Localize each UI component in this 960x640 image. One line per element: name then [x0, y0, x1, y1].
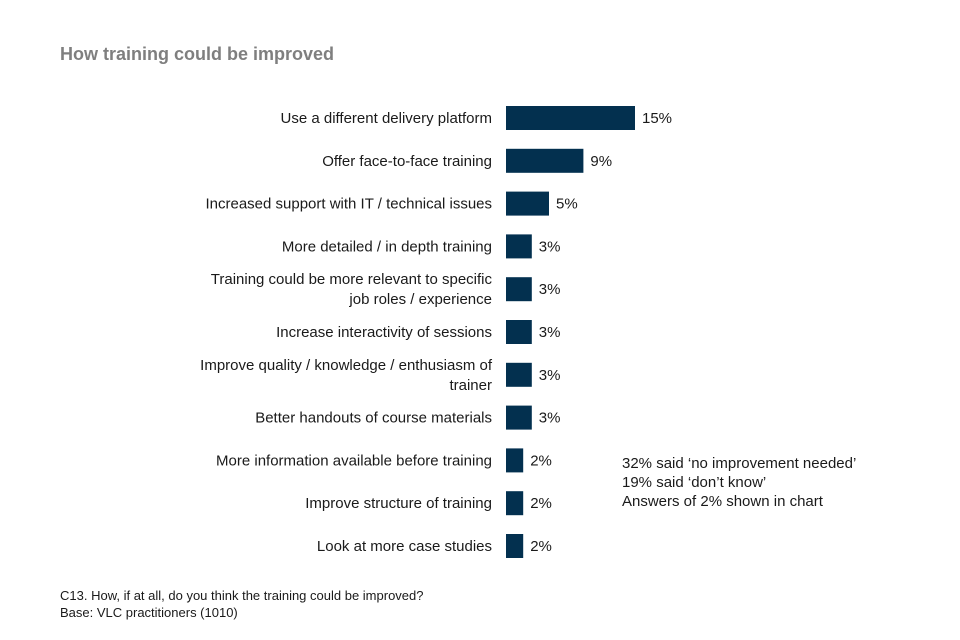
value-label-9: 2% — [530, 452, 552, 469]
bar-9 — [506, 448, 524, 473]
category-label-4: More detailed / in depth training — [282, 238, 492, 255]
bar-2 — [506, 148, 584, 173]
category-label-6: Increase interactivity of sessions — [276, 324, 492, 341]
value-label-5: 3% — [539, 281, 561, 298]
category-label-3: Increased support with IT / technical is… — [205, 196, 492, 213]
value-label-4: 3% — [539, 238, 561, 255]
value-label-11: 2% — [530, 538, 552, 555]
bar-3 — [506, 191, 549, 216]
value-label-8: 3% — [539, 410, 561, 427]
category-label-5: Training could be more relevant to speci… — [211, 271, 493, 308]
annotation-no-improvement: 32% said ‘no improvement needed’ — [622, 455, 857, 472]
bar-10 — [506, 491, 524, 516]
bar-5 — [506, 277, 532, 302]
footnote-question: C13. How, if at all, do you think the tr… — [60, 588, 424, 603]
chart-annotations: 32% said ‘no improvement needed’ 19% sai… — [622, 454, 856, 511]
value-label-10: 2% — [530, 495, 552, 512]
category-label-9: More information available before traini… — [216, 452, 492, 469]
bar-6 — [506, 320, 532, 344]
category-label-1: Use a different delivery platform — [281, 110, 493, 127]
annotation-dont-know: 19% said ‘don’t know’ — [622, 474, 767, 491]
category-label-11: Look at more case studies — [317, 538, 492, 555]
value-label-1: 15% — [642, 110, 672, 127]
bar-8 — [506, 405, 532, 430]
value-label-2: 9% — [590, 153, 612, 170]
value-label-6: 3% — [539, 324, 561, 341]
bar-1 — [506, 106, 635, 130]
category-label-2: Offer face-to-face training — [322, 153, 492, 170]
annotation-shown-note: Answers of 2% shown in chart — [622, 493, 823, 510]
category-label-8: Better handouts of course materials — [255, 410, 492, 427]
category-label-10: Improve structure of training — [305, 495, 492, 512]
bars-layer: Use a different delivery platform 15% Offe… — [200, 106, 672, 558]
bar-7 — [506, 362, 532, 387]
bar-11 — [506, 534, 524, 558]
footnote: C13. How, if at all, do you think the tr… — [60, 587, 424, 621]
category-label-7: Improve quality / knowledge / enthusiasm… — [200, 357, 493, 394]
bar-4 — [506, 234, 532, 259]
chart-title: How training could be improved — [60, 44, 335, 64]
value-label-7: 3% — [539, 367, 561, 384]
footnote-base: Base: VLC practitioners (1010) — [60, 605, 238, 620]
value-label-3: 5% — [556, 196, 578, 213]
